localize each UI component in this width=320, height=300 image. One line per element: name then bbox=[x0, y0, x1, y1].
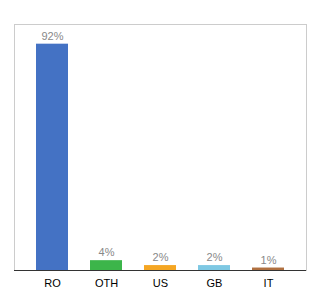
svg-text:IT: IT bbox=[264, 277, 274, 289]
svg-text:2%: 2% bbox=[153, 251, 169, 263]
svg-text:92%: 92% bbox=[41, 30, 63, 42]
svg-text:US: US bbox=[153, 277, 168, 289]
svg-text:GB: GB bbox=[207, 277, 223, 289]
svg-text:OTH: OTH bbox=[95, 277, 118, 289]
svg-text:4%: 4% bbox=[99, 246, 115, 258]
svg-text:2%: 2% bbox=[207, 251, 223, 263]
svg-text:RO: RO bbox=[44, 277, 61, 289]
svg-text:1%: 1% bbox=[261, 254, 277, 266]
